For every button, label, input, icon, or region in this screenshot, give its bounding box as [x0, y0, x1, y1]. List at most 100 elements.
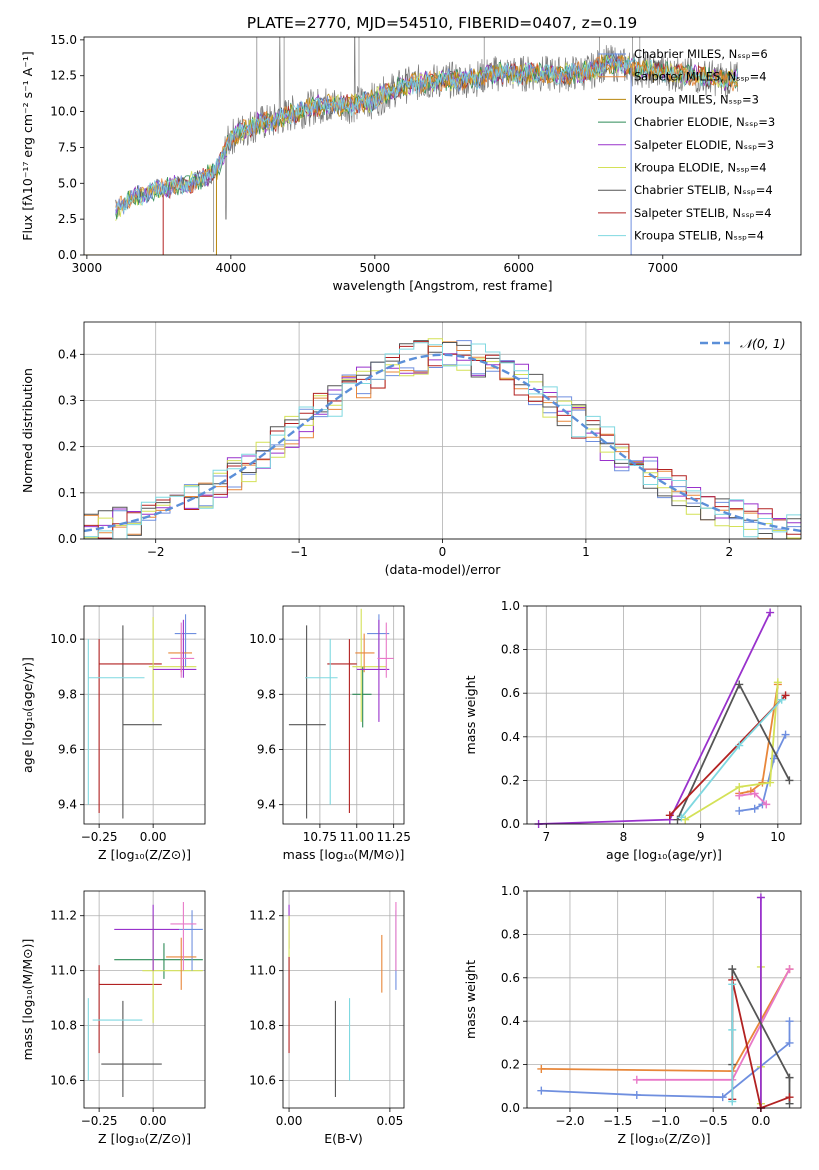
x-tick-label: −0.25 [81, 830, 118, 844]
x-tick-label: 11.00 [340, 830, 374, 844]
weight-marker-pink [632, 1075, 641, 1084]
weight-marker-salpeter_elodie [756, 893, 765, 902]
legend-label: Kroupa STELIB, Nₛₛₚ=4 [634, 229, 764, 243]
y-tick-label: 0.2 [501, 773, 520, 787]
y-tick-label: 11.2 [50, 909, 77, 923]
y-tick-label: 10.8 [50, 1019, 77, 1033]
x-tick-label: −2 [147, 545, 165, 559]
plot-frame [526, 890, 802, 1109]
x-tick-label: 0.05 [377, 1114, 404, 1128]
weight-marker-salpeter_elodie [766, 608, 775, 617]
weight-marker-kroupa_stelib [728, 1025, 737, 1034]
weight-marker-salpeter_stelib [781, 691, 790, 700]
y-tick-label: 9.6 [257, 742, 276, 756]
y-tick-label: 7.5 [58, 140, 77, 154]
x-axis-label: E(B-V) [324, 1131, 363, 1146]
x-tick-label: 10 [770, 830, 785, 844]
x-axis-label: (data-model)/error [385, 562, 502, 577]
x-axis-label: Z [log₁₀(Z/Z⊙)] [618, 1131, 711, 1146]
weight-marker-kroupa_stelib [677, 813, 686, 822]
x-tick-label: −1 [290, 545, 308, 559]
x-tick-label: −0.25 [81, 1114, 118, 1128]
y-axis-label: mass [log₁₀(M/M⊙)] [20, 939, 35, 1061]
y-tick-label: 11.0 [50, 964, 77, 978]
x-tick-label: −1.5 [603, 1114, 632, 1128]
y-tick-label: 10.6 [249, 1074, 276, 1088]
y-tick-label: 5.0 [58, 176, 77, 190]
x-tick-label: 0.00 [140, 830, 167, 844]
weight-line-salpeter_miles [739, 684, 779, 795]
y-axis-label: mass weight [463, 675, 478, 754]
weight-marker-chabrier_miles [735, 806, 744, 815]
plot-frame [282, 605, 405, 825]
weight-marker-chabrier_miles [718, 1093, 727, 1102]
x-tick-label: 3000 [72, 261, 103, 275]
y-axis-label: Flux [fλ10⁻¹⁷ erg cm⁻² s⁻¹ A⁻¹] [20, 51, 35, 240]
weight-marker-kroupa_elodie [766, 778, 775, 787]
weight-vs-age-panel: 7 8 9 10 0.0 0.2 0.4 0.6 0.8 1.0 age [log₁₀(age/yr… [463, 599, 802, 862]
x-tick-label: −0.5 [699, 1114, 728, 1128]
model-line-salpeter_miles [115, 55, 738, 211]
y-axis-label: mass weight [463, 960, 478, 1039]
y-tick-label: 1.0 [501, 599, 520, 613]
x-axis-label: mass [log₁₀(M/M⊙)] [283, 847, 405, 862]
weight-marker-kroupa_stelib [735, 741, 744, 750]
model-line-kroupa_stelib [115, 53, 739, 212]
y-tick-label: 0.0 [58, 248, 77, 262]
y-tick-label: 0.2 [58, 440, 77, 454]
x-tick-label: 2 [725, 545, 733, 559]
plot-frame [526, 605, 802, 825]
legend-label: Chabrier STELIB, Nₛₛₚ=4 [634, 183, 773, 197]
y-tick-label: 0.0 [58, 532, 77, 546]
mass-vs-metallicity-panel: −0.25 0.00 10.6 10.8 11.0 11.2 Z [log₁₀(Z/Z⊙)]… [20, 890, 206, 1146]
plot-frame [83, 321, 802, 540]
y-tick-label: 9.4 [257, 798, 276, 812]
spectrum-panel: 3000 4000 5000 6000 7000 0.0 2.5 5.0 7.5 10.0 12.5… [20, 33, 802, 293]
legend-label: 𝒩(0, 1) [740, 336, 786, 351]
y-tick-label: 10.0 [50, 105, 77, 119]
weight-marker-pink [785, 965, 794, 974]
weight-vs-metallicity-panel: −2.0 −1.5 −1.0 −0.5 0.0 0.0 0.2 0.4 0.6 0.8 1.0 Z [… [463, 884, 802, 1146]
x-axis-label: Z [log₁₀(Z/Z⊙)] [98, 1131, 191, 1146]
y-tick-label: 0.4 [501, 730, 520, 744]
y-tick-label: 0.6 [501, 686, 520, 700]
weight-line-salpeter_elodie [538, 612, 771, 825]
x-tick-label: 11.25 [376, 830, 410, 844]
legend-label: Kroupa MILES, Nₛₛₚ=3 [634, 92, 759, 106]
weight-line-kroupa_elodie [684, 682, 779, 821]
x-tick-label: 9 [697, 830, 705, 844]
weight-marker-pink [750, 789, 759, 798]
y-tick-label: 0.6 [501, 971, 520, 985]
x-tick-label: 7 [542, 830, 550, 844]
y-tick-label: 0.0 [501, 817, 520, 831]
age-vs-metallicity-panel: −0.25 0.00 9.4 9.6 9.8 10.0 Z [log₁₀(Z/Z⊙)] age… [20, 605, 206, 862]
weight-marker-kroupa_elodie [735, 782, 744, 791]
y-tick-label: 11.0 [249, 964, 276, 978]
plot-frame [83, 890, 206, 1109]
x-tick-label: 8 [620, 830, 628, 844]
x-tick-label: 1 [582, 545, 590, 559]
weight-marker-chabrier_stelib [785, 1073, 794, 1082]
residuals-panel: −2 −1 0 1 2 0.0 0.1 0.2 0.3 0.4 (data-model)/error… [20, 321, 802, 577]
model-line-chabrier_miles [115, 52, 631, 215]
x-tick-label: −1.0 [651, 1114, 680, 1128]
plot-frame [282, 890, 405, 1109]
y-axis-label: age [log₁₀(age/yr)] [20, 657, 35, 773]
y-tick-label: 9.8 [58, 687, 77, 701]
weight-marker-chabrier_miles [632, 1090, 641, 1099]
weight-marker-chabrier_miles [785, 1017, 794, 1026]
x-tick-label: −2.0 [555, 1114, 584, 1128]
x-tick-label: 0.00 [276, 1114, 303, 1128]
legend-label: Chabrier ELODIE, Nₛₛₚ=3 [634, 115, 775, 129]
x-tick-label: 7000 [648, 261, 679, 275]
legend-label: Kroupa ELODIE, Nₛₛₚ=4 [634, 161, 767, 175]
histogram-kroupa_stelib [84, 342, 801, 540]
y-tick-label: 10.8 [249, 1019, 276, 1033]
weight-marker-kroupa_stelib [728, 1097, 737, 1106]
x-tick-label: 0.0 [751, 1114, 770, 1128]
weight-marker-pink [762, 800, 771, 809]
weight-marker-chabrier_stelib [728, 965, 737, 974]
y-tick-label: 0.1 [58, 486, 77, 500]
x-axis-label: wavelength [Angstrom, rest frame] [332, 278, 552, 293]
